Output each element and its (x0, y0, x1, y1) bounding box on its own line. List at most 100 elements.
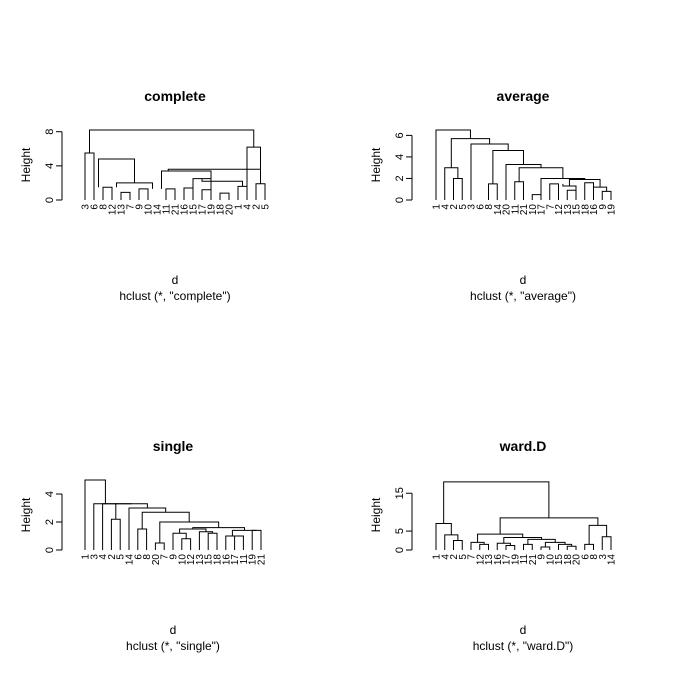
leaf-label: 17 (502, 554, 513, 566)
leaf-label: 10 (545, 554, 556, 566)
leaf-label: 1 (432, 554, 443, 560)
leaf-label: 14 (153, 204, 164, 216)
leaf-label: 11 (510, 204, 521, 215)
leaf-label: 14 (493, 204, 504, 216)
leaf-label: 1 (81, 554, 92, 560)
dendrogram-branch (601, 536, 612, 550)
panel-title: single (153, 438, 194, 454)
leaf-label: 1 (234, 204, 245, 210)
leaf-label: 17 (198, 204, 209, 216)
y-tick-label: 2 (394, 175, 406, 181)
leaf-label: 4 (440, 204, 451, 210)
leaf-label: 19 (510, 554, 521, 566)
leaf-label: 6 (580, 554, 591, 560)
leaf-label: 12 (108, 204, 119, 216)
dendrogram-branch (453, 540, 463, 550)
dendrogram-branch (110, 518, 121, 550)
dendrogram-branch (588, 524, 608, 545)
leaf-label: 16 (221, 554, 232, 566)
leaf-label: 9 (135, 204, 146, 210)
leaf-label: 7 (160, 554, 171, 560)
dendrogram-branch (172, 532, 187, 550)
y-tick-label: 4 (44, 491, 56, 497)
dendrogram-branch (161, 170, 212, 190)
method-subtitle: hclust (*, "average") (470, 289, 576, 303)
leaf-label: 18 (213, 554, 224, 566)
dendrogram-branch (154, 542, 165, 550)
dendrogram-branch (207, 532, 218, 550)
x-axis-label: d (170, 623, 177, 637)
leaf-label: 19 (248, 554, 259, 566)
dendrogram-branch (531, 194, 542, 200)
dendrogram-branch (198, 531, 214, 550)
dendrogram-branch (137, 528, 148, 550)
y-tick-label: 0 (44, 547, 56, 553)
dendrogram-branch (505, 544, 516, 550)
leaf-label: 2 (449, 554, 460, 560)
dendrogram-panel-ward-D: ward.DHeight0515142571213161719112191015… (369, 438, 618, 653)
dendrogram-branch (225, 535, 239, 550)
leaf-label: 20 (572, 554, 583, 566)
dendrogram-branch (84, 479, 106, 550)
dendrogram-branch (593, 182, 608, 192)
leaf-label: 18 (563, 554, 574, 566)
leaf-label: 21 (171, 204, 182, 216)
dendrogram-branch (141, 511, 190, 529)
dendrogram-branch (116, 182, 153, 189)
dendrogram-branch (540, 177, 586, 195)
y-axis-label: Height (369, 497, 383, 532)
leaf-label: 2 (252, 204, 263, 210)
leaf-label: 19 (207, 204, 218, 216)
method-subtitle: hclust (*, "ward.D") (473, 639, 574, 653)
y-axis-label: Height (19, 497, 33, 532)
leaf-label: 5 (458, 554, 469, 560)
dendrogram-branch (181, 538, 192, 550)
leaf-label: 21 (519, 204, 530, 216)
dendrogram-branch (138, 188, 149, 200)
leaf-label: 13 (195, 554, 206, 566)
dendrogram-branch (488, 183, 498, 200)
dendrogram-branch (120, 191, 131, 200)
leaf-label: 10 (144, 204, 155, 216)
dendrogram-panel-single: singleHeight0241342514682079101213151816… (19, 438, 268, 653)
leaf-label: 13 (484, 554, 495, 566)
dendrogram-branch (479, 543, 489, 550)
leaf-label: 11 (162, 204, 173, 215)
leaf-label: 9 (169, 554, 180, 560)
dendrogram-branch (251, 529, 262, 550)
dendrogram-branch (102, 503, 132, 550)
y-tick-label: 8 (44, 129, 56, 135)
dendrogram-branch (601, 190, 612, 200)
dendrogram-panel-average: averageHeight024614253681420112110177121… (369, 88, 618, 303)
dendrogram-branch (179, 528, 207, 534)
leaf-label: 2 (449, 204, 460, 210)
dendrogram-branch (89, 129, 255, 154)
dendrogram-branch (231, 529, 257, 536)
x-axis-label: d (520, 623, 527, 637)
leaf-label: 16 (493, 554, 504, 566)
panel-title: complete (144, 88, 206, 104)
dendrogram-branch (453, 177, 463, 200)
dendrogram-branch (496, 542, 511, 550)
leaf-label: 1 (432, 204, 443, 210)
leaf-label: 8 (589, 554, 600, 560)
leaf-label: 7 (467, 554, 478, 560)
dendrogram-branch (115, 503, 148, 520)
dendrogram-branch (246, 146, 261, 200)
y-tick-label: 0 (394, 547, 406, 553)
dendrogram-branch (584, 543, 594, 550)
leaf-label: 4 (440, 554, 451, 560)
dendrogram-branch (523, 543, 533, 550)
dendrogram-branch (255, 183, 266, 200)
method-subtitle: hclust (*, "single") (126, 639, 220, 653)
leaf-label: 14 (125, 554, 136, 566)
leaf-label: 3 (81, 204, 92, 210)
x-axis-label: d (520, 273, 527, 287)
leaf-label: 8 (99, 204, 110, 210)
y-tick-label: 6 (394, 132, 406, 138)
leaf-label: 5 (458, 204, 469, 210)
leaf-label: 8 (484, 204, 495, 210)
leaf-label: 3 (89, 554, 100, 560)
leaf-label: 5 (261, 204, 272, 210)
leaf-label: 16 (589, 204, 600, 216)
